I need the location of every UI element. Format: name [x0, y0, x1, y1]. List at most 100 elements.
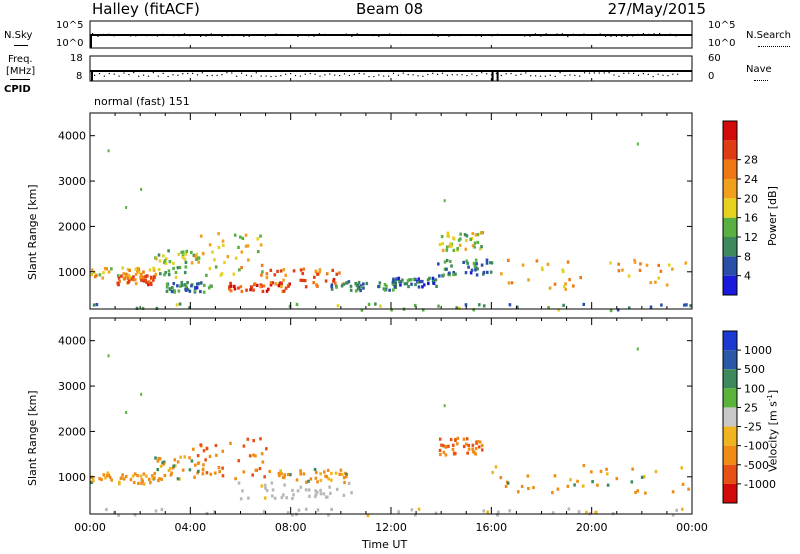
power-panel-cell — [281, 289, 285, 294]
velocity-panel-cell — [299, 469, 302, 473]
nave-dot — [353, 73, 355, 75]
velocity-panel-cell — [482, 509, 486, 513]
power-panel-cell — [148, 268, 152, 272]
power-panel-cell — [164, 271, 167, 275]
power-panel-cell — [137, 270, 141, 275]
power-panel-cell — [316, 272, 319, 276]
velocity-panel-cell — [154, 456, 157, 460]
power-panel-cell — [303, 279, 307, 283]
power-panel-cell — [485, 258, 489, 262]
velocity-panel-cell — [640, 475, 644, 479]
velocity-panel-cell — [264, 486, 267, 490]
power-panel-cell — [379, 304, 382, 308]
power-panel-cell — [276, 269, 279, 274]
power-panel-cell — [473, 241, 477, 245]
power-panel-cell — [365, 281, 369, 286]
nsearch-dot — [529, 35, 531, 37]
velocity-panel-cell — [283, 483, 286, 487]
velocity-panel-cell — [556, 487, 560, 491]
power-panel-cell — [535, 259, 539, 263]
power-colorbar-swatch — [723, 159, 737, 179]
nsearch-dot — [621, 35, 623, 37]
velocity-panel-cell — [494, 465, 498, 469]
power-panel-cell — [464, 303, 468, 307]
power-panel-cell — [240, 289, 244, 294]
nsearch-dot — [156, 35, 158, 37]
nave-dot — [441, 72, 444, 74]
nave-dot — [211, 74, 213, 77]
power-panel-cell — [121, 266, 124, 270]
nsearch-dot — [545, 33, 547, 35]
nave-dot — [412, 74, 414, 76]
velocity-colorbar-tick-label: -100 — [744, 440, 769, 453]
power-panel-cell — [180, 280, 184, 285]
power-panel-cell — [184, 288, 188, 292]
power-panel-cell — [95, 302, 99, 307]
velocity-panel-cell — [551, 490, 554, 495]
power-panel-cell — [659, 269, 663, 273]
power-panel-cell — [657, 263, 661, 268]
power-colorbar-tick-label: 28 — [744, 154, 758, 167]
velocity-panel-cell — [316, 480, 319, 484]
nsearch-dot — [605, 35, 607, 37]
velocity-panel-cell — [260, 484, 264, 488]
power-panel-cell — [397, 276, 401, 280]
power-panel-ytick-label: 3000 — [58, 175, 86, 188]
power-panel-cell — [229, 284, 233, 288]
power-panel-cell — [427, 281, 430, 286]
velocity-panel-cell — [471, 443, 475, 447]
velocity-panel-cell — [304, 507, 308, 511]
velocity-panel-cell — [462, 437, 466, 441]
power-panel-cell — [123, 277, 126, 281]
velocity-panel-ytick-label: 3000 — [58, 380, 86, 393]
nsearch-dot — [475, 35, 477, 37]
velocity-panel-cell — [201, 468, 205, 472]
power-panel-cell — [195, 252, 199, 256]
velocity-panel-cell — [286, 511, 290, 515]
velocity-panel-cell — [107, 474, 111, 478]
velocity-panel-cell — [106, 471, 109, 475]
power-panel-cell — [683, 303, 686, 307]
power-panel-cell — [354, 289, 358, 293]
nave-label: Nave — [746, 64, 772, 75]
power-panel-cell — [92, 303, 96, 307]
power-panel-cell — [105, 267, 108, 271]
velocity-panel-cell — [454, 438, 457, 442]
power-panel-cell — [475, 273, 479, 277]
velocity-panel-cell — [105, 507, 108, 512]
nsearch-dot — [248, 35, 250, 37]
velocity-panel-cell — [680, 466, 684, 470]
noise-tick-right-top: 10^5 — [708, 20, 736, 31]
date-title: 27/May/2015 — [607, 0, 706, 18]
power-panel-cell — [362, 286, 365, 290]
velocity-panel-cell — [151, 476, 155, 480]
power-panel-cell — [469, 271, 473, 275]
power-panel-cell — [316, 284, 319, 288]
nsearch-dot — [432, 33, 434, 35]
power-panel-cell — [639, 262, 642, 266]
velocity-panel-cell — [289, 473, 292, 477]
power-colorbar-tick-label: 4 — [744, 270, 751, 283]
power-panel-cell — [261, 289, 265, 294]
velocity-colorbar-swatch — [723, 369, 737, 389]
nsearch-dot — [486, 34, 488, 36]
velocity-panel-cell — [205, 511, 209, 516]
nsearch-dot — [626, 35, 628, 37]
nsearch-dot — [551, 34, 553, 36]
nave-dot — [593, 72, 595, 74]
power-panel-cell — [141, 275, 145, 279]
nave-dot — [143, 74, 145, 76]
velocity-panel-cell — [102, 473, 106, 477]
power-panel-cell — [262, 284, 266, 288]
nsearch-dot — [178, 35, 180, 37]
nave-dot — [172, 74, 174, 76]
power-panel-cell — [448, 273, 451, 277]
power-panel-cell — [406, 279, 410, 283]
velocity-colorbar-frame — [722, 330, 738, 504]
power-panel-cell — [238, 268, 241, 272]
power-panel-cell — [144, 274, 147, 279]
nsearch-dot — [313, 35, 315, 37]
nave-dot — [520, 73, 522, 75]
velocity-panel-cell — [347, 481, 351, 485]
power-panel-cell — [446, 234, 449, 238]
